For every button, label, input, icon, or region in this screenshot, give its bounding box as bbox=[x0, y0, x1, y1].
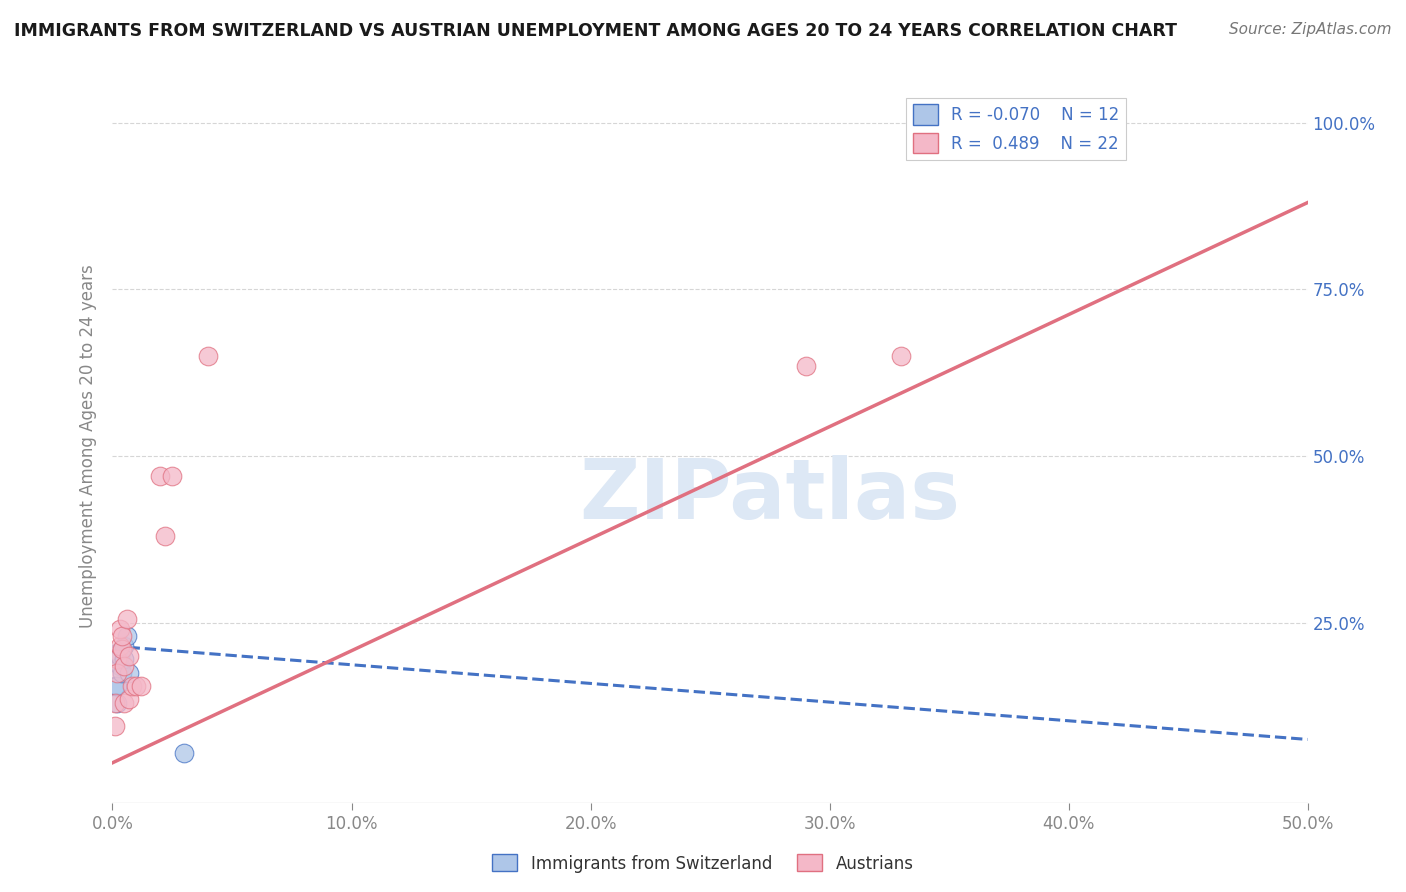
Point bbox=[115, 612, 138, 626]
Point bbox=[794, 359, 817, 373]
Point bbox=[197, 349, 219, 363]
Point bbox=[129, 679, 152, 693]
Point bbox=[111, 642, 134, 657]
Legend: R = -0.070    N = 12, R =  0.489    N = 22: R = -0.070 N = 12, R = 0.489 N = 22 bbox=[905, 97, 1126, 160]
Point bbox=[108, 639, 131, 653]
Point bbox=[104, 719, 127, 733]
Point bbox=[121, 679, 143, 693]
Point bbox=[114, 652, 135, 666]
Point bbox=[115, 629, 138, 643]
Point bbox=[114, 696, 135, 710]
Point bbox=[114, 659, 135, 673]
Point bbox=[105, 652, 128, 666]
Point bbox=[108, 623, 131, 637]
Point bbox=[108, 649, 131, 664]
Text: ZIPatlas: ZIPatlas bbox=[579, 456, 960, 536]
Point bbox=[108, 659, 131, 673]
Point bbox=[125, 679, 148, 693]
Text: Source: ZipAtlas.com: Source: ZipAtlas.com bbox=[1229, 22, 1392, 37]
Point bbox=[111, 642, 134, 657]
Point bbox=[114, 639, 135, 653]
Point bbox=[173, 746, 195, 760]
Point bbox=[104, 696, 127, 710]
Text: IMMIGRANTS FROM SWITZERLAND VS AUSTRIAN UNEMPLOYMENT AMONG AGES 20 TO 24 YEARS C: IMMIGRANTS FROM SWITZERLAND VS AUSTRIAN … bbox=[14, 22, 1177, 40]
Point bbox=[111, 665, 134, 680]
Point bbox=[105, 679, 128, 693]
Point bbox=[890, 349, 912, 363]
Point bbox=[111, 629, 134, 643]
Point bbox=[118, 665, 141, 680]
Y-axis label: Unemployment Among Ages 20 to 24 years: Unemployment Among Ages 20 to 24 years bbox=[79, 264, 97, 628]
Point bbox=[118, 649, 141, 664]
Point bbox=[153, 529, 176, 543]
Point bbox=[104, 679, 127, 693]
Point bbox=[149, 469, 172, 483]
Legend: Immigrants from Switzerland, Austrians: Immigrants from Switzerland, Austrians bbox=[486, 847, 920, 880]
Point bbox=[105, 665, 128, 680]
Point bbox=[118, 692, 141, 706]
Point bbox=[162, 469, 183, 483]
Point bbox=[105, 696, 128, 710]
